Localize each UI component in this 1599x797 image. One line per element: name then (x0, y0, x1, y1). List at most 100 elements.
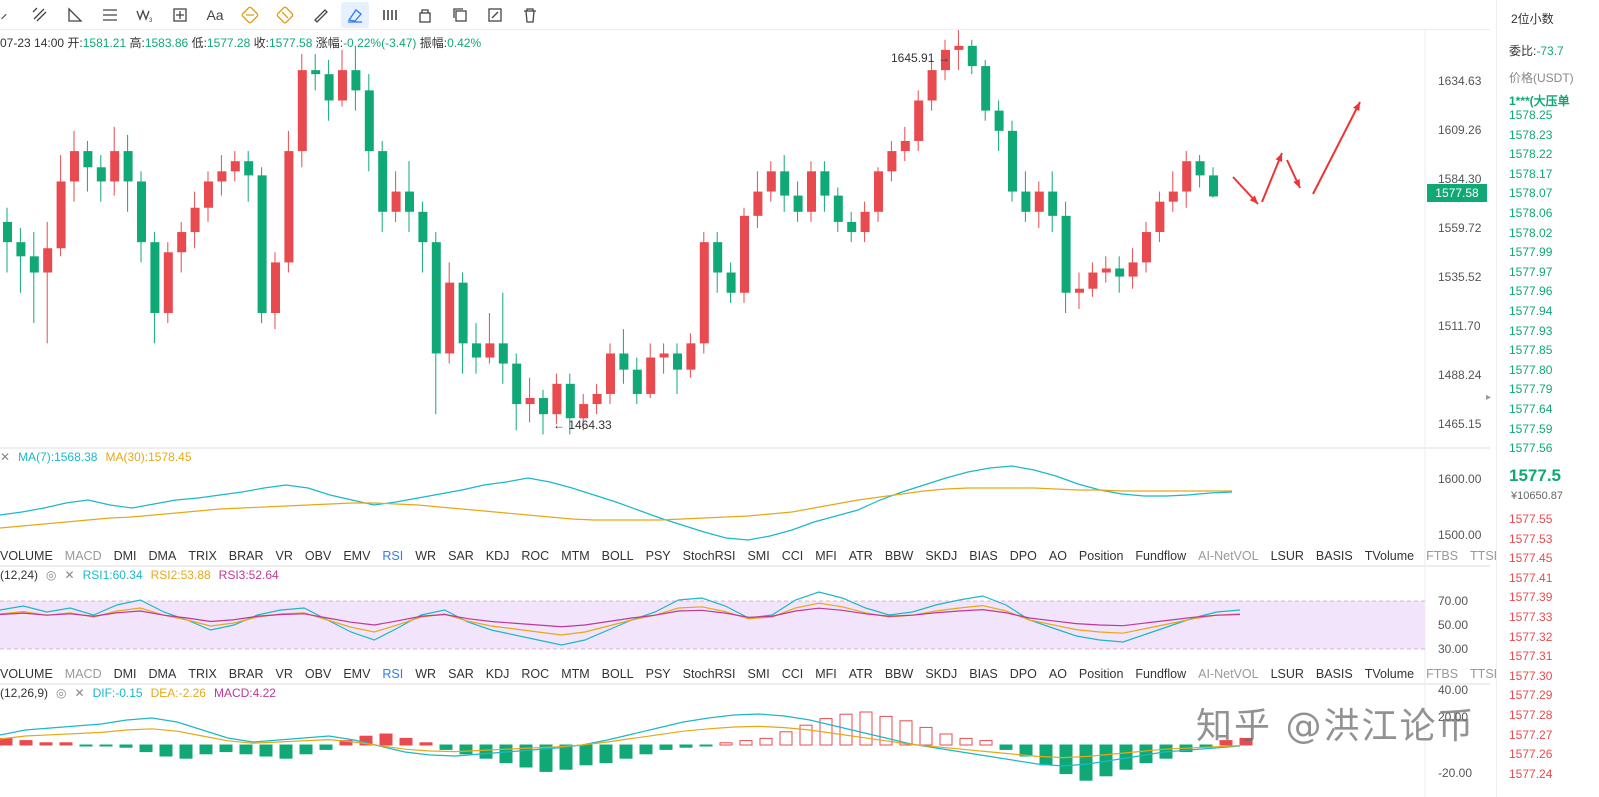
tab-kdj[interactable]: KDJ (485, 667, 510, 681)
bid-price-row[interactable]: 1577.30 (1509, 668, 1553, 683)
triangle-icon[interactable] (61, 2, 89, 28)
crosshair-box-icon[interactable] (166, 2, 194, 28)
ask-price-row[interactable]: 1578.06 (1509, 205, 1553, 220)
tab-basis[interactable]: BASIS (1315, 549, 1353, 563)
tab-ai-netvol[interactable]: AI-NetVOL (1198, 667, 1259, 681)
tab-dpo[interactable]: DPO (1009, 549, 1037, 563)
tab-skdj[interactable]: SKDJ (925, 549, 958, 563)
decimal-select[interactable]: 2位小数 (1511, 10, 1554, 27)
bid-price-row[interactable]: 1577.53 (1509, 531, 1553, 546)
close-icon[interactable]: ✕ (64, 568, 75, 582)
tab-boll[interactable]: BOLL (601, 667, 634, 681)
ask-price-row[interactable]: 1578.02 (1509, 225, 1553, 240)
close-icon[interactable]: ✕ (0, 450, 11, 464)
tab-rsi[interactable]: RSI (382, 549, 404, 563)
pattern-icon[interactable] (236, 2, 264, 28)
tab-sar[interactable]: SAR (448, 667, 474, 681)
tab-ttsi[interactable]: TTSI (1470, 667, 1498, 681)
tab-ao[interactable]: AO (1048, 667, 1067, 681)
trash-icon[interactable] (516, 2, 544, 28)
tab-brar[interactable]: BRAR (228, 667, 264, 681)
tab-basis[interactable]: BASIS (1315, 667, 1353, 681)
bid-price-row[interactable]: 1577.26 (1509, 747, 1553, 762)
ask-price-row[interactable]: 1577.85 (1509, 343, 1553, 358)
tab-vr[interactable]: VR (275, 667, 293, 681)
ask-price-row[interactable]: 1577.64 (1509, 401, 1553, 416)
pen-icon[interactable] (306, 2, 334, 28)
tab-macd[interactable]: MACD (64, 549, 102, 563)
ask-price-row[interactable]: 1578.23 (1509, 127, 1553, 142)
tab-bbw[interactable]: BBW (884, 667, 914, 681)
tab-ai-netvol[interactable]: AI-NetVOL (1198, 549, 1259, 563)
eraser-icon[interactable] (341, 1, 369, 28)
wave-icon[interactable]: 3 (131, 2, 159, 28)
bid-price-row[interactable]: 1577.55 (1509, 512, 1553, 526)
tab-cci[interactable]: CCI (781, 549, 804, 563)
lock-icon[interactable] (411, 2, 439, 28)
ask-price-row[interactable]: 1577.96 (1509, 284, 1553, 299)
settings-icon[interactable]: ◎ (56, 686, 67, 700)
ask-price-row[interactable]: 1578.17 (1509, 166, 1553, 181)
ask-price-row[interactable]: 1577.94 (1509, 303, 1553, 318)
tab-atr[interactable]: ATR (848, 667, 873, 681)
tab-stochrsi[interactable]: StochRSI (682, 667, 736, 681)
tab-trix[interactable]: TRIX (188, 549, 217, 563)
tab-ftbs[interactable]: FTBS (1426, 549, 1459, 563)
ask-price-row[interactable]: 1578.25 (1509, 108, 1553, 122)
tab-dma[interactable]: DMA (148, 667, 177, 681)
tab-volume[interactable]: VOLUME (0, 667, 53, 681)
ask-price-row[interactable]: 1577.56 (1509, 441, 1553, 456)
tab-dmi[interactable]: DMI (113, 667, 137, 681)
tab-mfi[interactable]: MFI (815, 667, 837, 681)
collapse-handle-icon[interactable]: ▸ (1486, 392, 1492, 403)
tab-tvolume[interactable]: TVolume (1364, 667, 1415, 681)
tab-smi[interactable]: SMI (747, 549, 770, 563)
edit-icon[interactable] (481, 2, 509, 28)
bid-price-row[interactable]: 1577.31 (1509, 649, 1553, 664)
tab-roc[interactable]: ROC (521, 667, 550, 681)
tab-stochrsi[interactable]: StochRSI (682, 549, 736, 563)
tab-vr[interactable]: VR (275, 549, 293, 563)
kline-chart[interactable]: 1634.63 1609.26 1584.30 1559.72 1535.52 1511.… (0, 30, 1490, 797)
tab-brar[interactable]: BRAR (228, 549, 264, 563)
ask-price-row[interactable]: 1577.97 (1509, 264, 1553, 279)
tab-smi[interactable]: SMI (747, 667, 770, 681)
tab-obv[interactable]: OBV (304, 549, 332, 563)
tab-mtm[interactable]: MTM (561, 667, 590, 681)
ask-price-row[interactable]: 1578.22 (1509, 147, 1553, 162)
tab-roc[interactable]: ROC (521, 549, 550, 563)
tab-emv[interactable]: EMV (343, 667, 371, 681)
bid-price-row[interactable]: 1577.24 (1509, 766, 1553, 781)
tab-obv[interactable]: OBV (304, 667, 332, 681)
tab-volume[interactable]: VOLUME (0, 549, 53, 563)
bid-price-row[interactable]: 1577.33 (1509, 609, 1553, 624)
bid-price-row[interactable]: 1577.29 (1509, 688, 1553, 703)
ask-price-row[interactable]: 1577.79 (1509, 382, 1553, 397)
tab-mfi[interactable]: MFI (815, 549, 837, 563)
tab-skdj[interactable]: SKDJ (925, 667, 958, 681)
ask-price-row[interactable]: 1578.07 (1509, 186, 1553, 201)
ask-price-row[interactable]: 1577.99 (1509, 245, 1553, 260)
bid-price-row[interactable]: 1577.28 (1509, 707, 1553, 722)
tab-dmi[interactable]: DMI (113, 549, 137, 563)
tab-dpo[interactable]: DPO (1009, 667, 1037, 681)
brush-icon[interactable] (0, 2, 14, 28)
tab-emv[interactable]: EMV (343, 549, 371, 563)
copy-icon[interactable] (446, 2, 474, 28)
tab-sar[interactable]: SAR (448, 549, 474, 563)
bid-price-row[interactable]: 1577.39 (1509, 590, 1553, 605)
close-icon[interactable]: ✕ (74, 686, 85, 700)
tab-dma[interactable]: DMA (148, 549, 177, 563)
text-icon[interactable]: Aa (201, 2, 229, 28)
tab-lsur[interactable]: LSUR (1270, 549, 1304, 563)
tab-tvolume[interactable]: TVolume (1364, 549, 1415, 563)
tab-fundflow[interactable]: Fundflow (1135, 667, 1187, 681)
bid-price-row[interactable]: 1577.32 (1509, 629, 1553, 644)
tab-psy[interactable]: PSY (645, 667, 671, 681)
horizontal-lines-icon[interactable] (96, 2, 124, 28)
tab-mtm[interactable]: MTM (561, 549, 590, 563)
settings-icon[interactable]: ◎ (46, 568, 57, 582)
tab-atr[interactable]: ATR (848, 549, 873, 563)
ask-price-row[interactable]: 1577.80 (1509, 362, 1553, 377)
tab-boll[interactable]: BOLL (601, 549, 634, 563)
